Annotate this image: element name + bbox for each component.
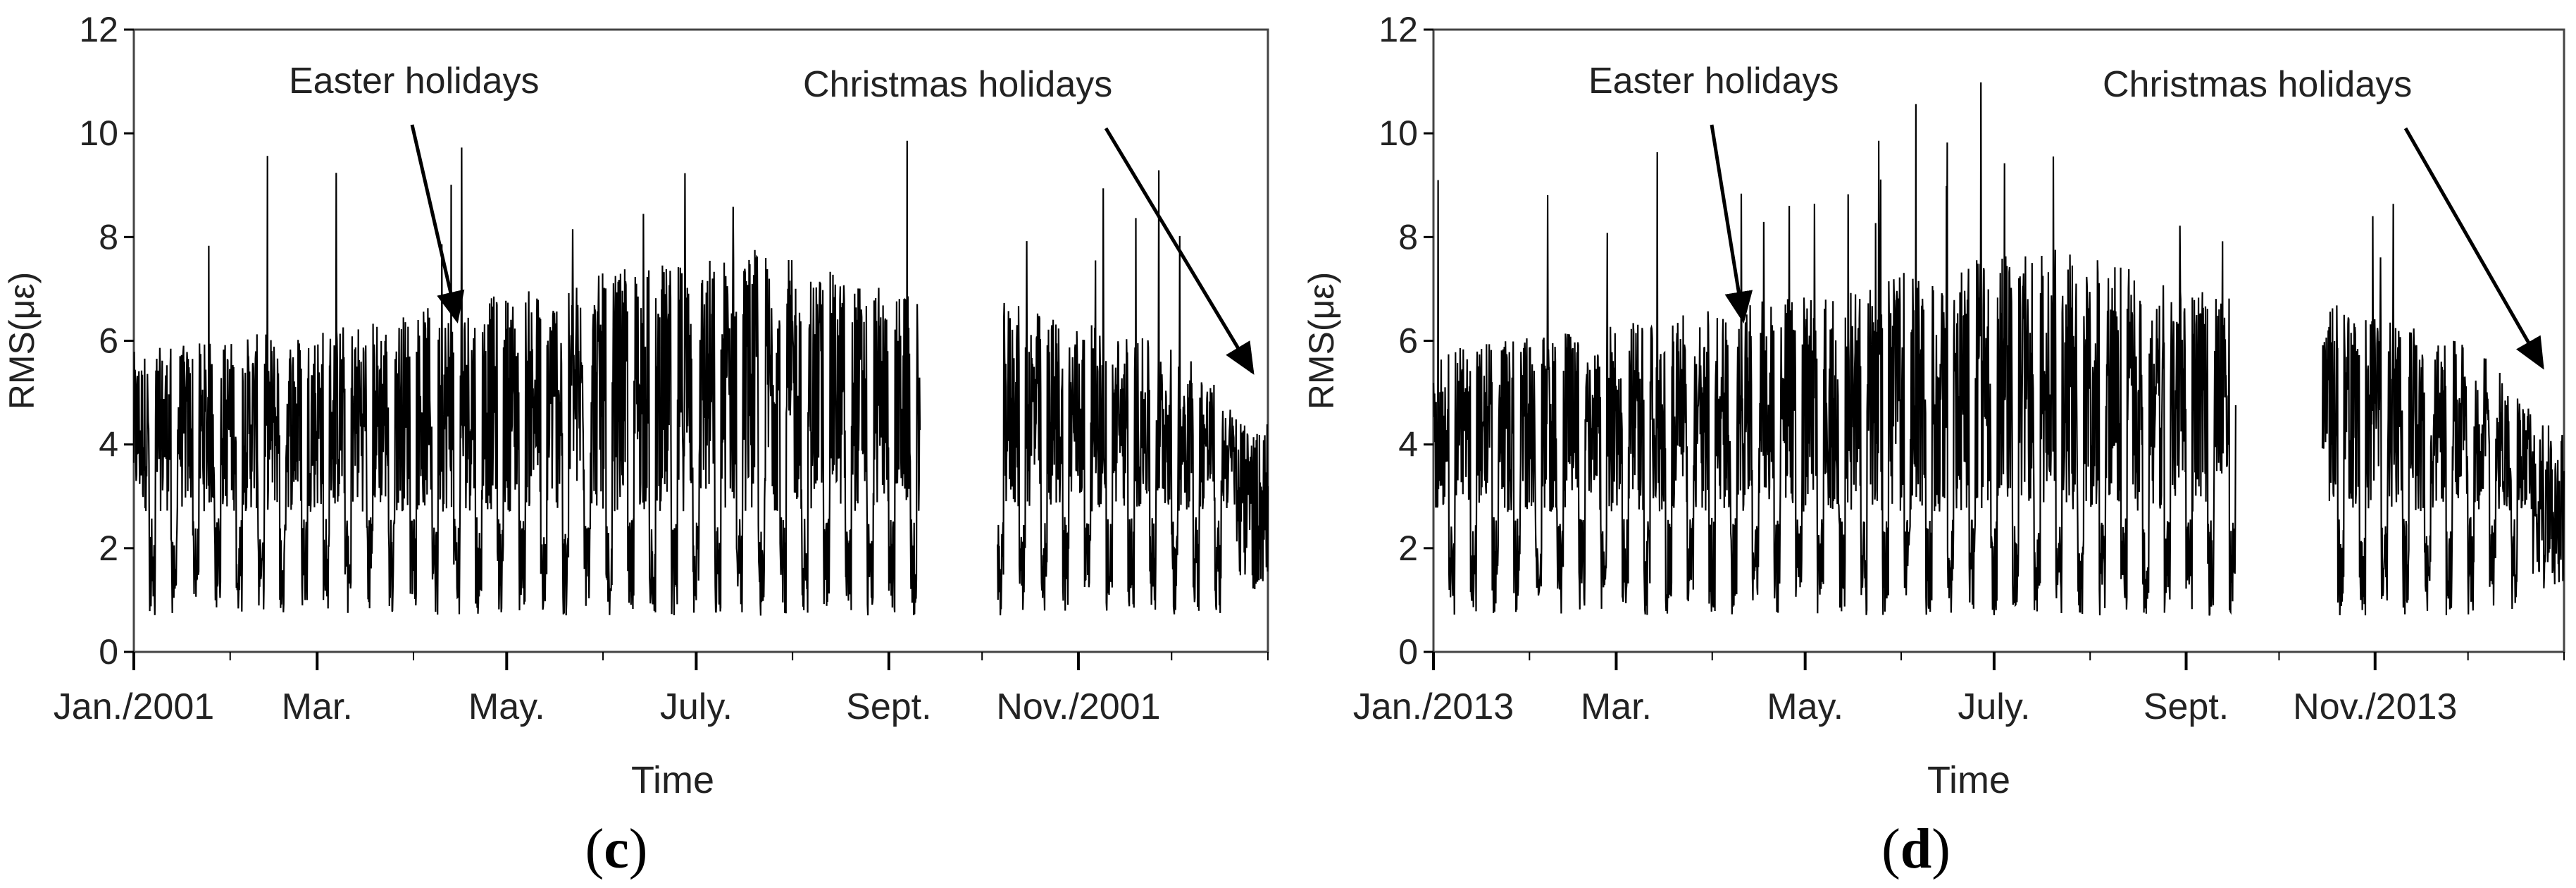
easter-arrow: [410, 124, 465, 323]
y-axis-label: RMS(με): [2, 272, 42, 410]
y-tick-label: 12: [79, 10, 118, 49]
x-axis-label: Time: [1927, 759, 2010, 801]
x-tick-label: Mar.: [282, 686, 353, 727]
y-tick-label: 0: [1398, 632, 1418, 672]
y-tick-label: 6: [99, 321, 118, 361]
x-tick-label: May.: [468, 686, 545, 727]
panel-label-d: d: [1900, 818, 1932, 880]
christmas-arrow: [1104, 127, 1255, 375]
easter-arrow: [1710, 124, 1753, 324]
y-axis-label: RMS(με): [1302, 272, 1341, 410]
annotation-christmas-holidays: Christmas holidays: [803, 64, 1112, 105]
x-tick-label: July.: [1958, 686, 2030, 727]
x-tick-label: Jan./2013: [1353, 686, 1514, 727]
y-tick-label: 10: [79, 113, 118, 153]
x-tick-label: Jan./2001: [54, 686, 214, 727]
x-tick-label: Nov./2001: [996, 686, 1160, 727]
y-tick-label: 2: [99, 529, 118, 568]
x-tick-label: Mar.: [1581, 686, 1652, 727]
y-tick-label: 6: [1398, 321, 1418, 361]
x-tick-label: Sept.: [846, 686, 931, 727]
y-tick-label: 8: [1398, 217, 1418, 257]
y-tick-label: 12: [1379, 10, 1418, 49]
chart-panel-d: 0 2 4 6 8 10 12 Jan./2013 Mar. May. July. Sept. Nov.…: [1302, 10, 2565, 801]
annotation-easter-holidays: Easter holidays: [289, 61, 540, 101]
panel-caption-d: (d): [1881, 818, 1950, 880]
y-tick-label: 2: [1398, 529, 1418, 568]
x-tick-label: May.: [1767, 686, 1843, 727]
x-tick-label: July.: [660, 686, 733, 727]
y-tick-label: 10: [1379, 113, 1418, 153]
y-tick-label: 8: [99, 217, 118, 257]
y-tick-label: 4: [99, 425, 118, 464]
christmas-arrow: [2403, 127, 2544, 370]
rms-series-line: [132, 140, 1269, 616]
x-tick-label: Sept.: [2143, 686, 2229, 727]
chart-panel-c: 0 2 4 6 8 10 12 Jan./2001 Mar. May. July. Sept. Nov.…: [2, 10, 1269, 801]
y-tick-label: 0: [99, 632, 118, 672]
x-tick-label: Nov./2013: [2293, 686, 2457, 727]
panel-label-c: c: [604, 818, 629, 880]
x-axis-label: Time: [631, 759, 714, 801]
rms-series-line: [1432, 82, 2565, 616]
y-tick-label: 4: [1398, 425, 1418, 464]
panel-caption-c: (c): [585, 818, 648, 880]
annotation-easter-holidays: Easter holidays: [1588, 61, 1839, 101]
annotation-christmas-holidays: Christmas holidays: [2103, 64, 2412, 105]
